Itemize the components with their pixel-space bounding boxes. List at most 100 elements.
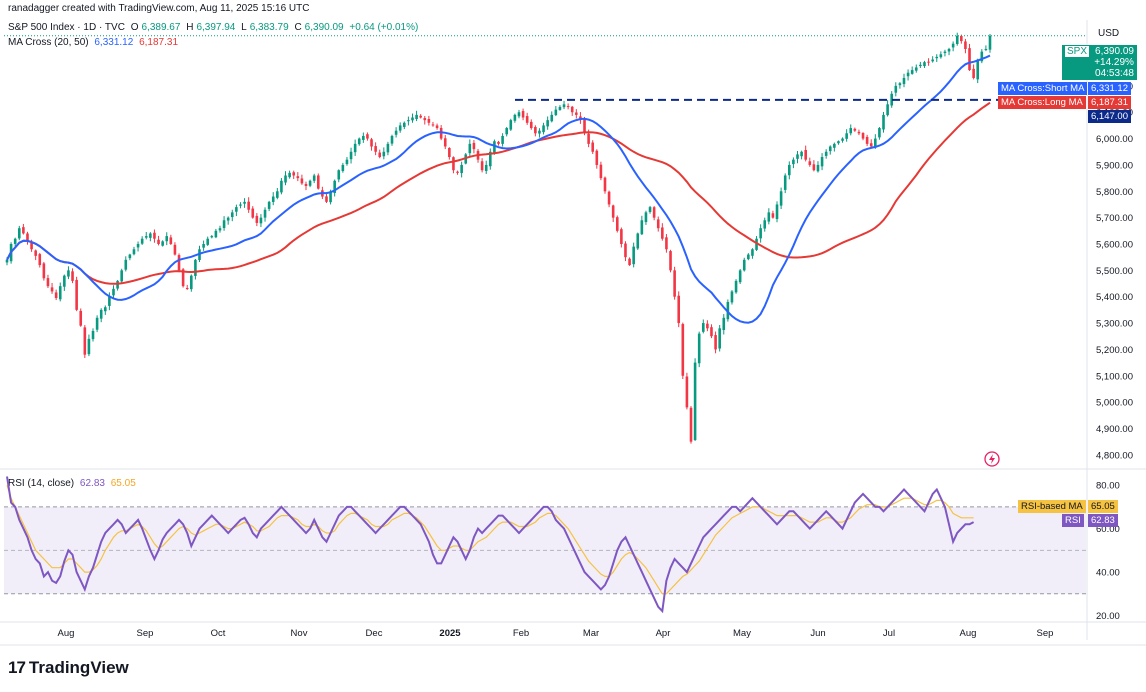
brand-name: TradingView [28, 658, 129, 677]
candle-body [120, 270, 123, 282]
candle-body [771, 213, 775, 218]
candle-body [669, 251, 672, 271]
rsi-legend[interactable]: RSI (14, close) 62.83 65.05 [8, 478, 139, 489]
candle-body [591, 142, 595, 152]
candle-body [329, 191, 332, 203]
candle-body [427, 118, 431, 123]
candle-body [648, 207, 652, 212]
candle-body [448, 147, 451, 158]
price-tick-label: 4,800.00 [1096, 450, 1133, 461]
candle-body [255, 215, 259, 223]
candle-body [202, 244, 205, 248]
candle-body [267, 201, 271, 209]
candle-body [910, 70, 914, 74]
candle-body [546, 120, 549, 127]
spx-change: +14.29% [1094, 57, 1134, 68]
candle-body [570, 106, 574, 113]
candle-body [337, 170, 341, 180]
time-tick-label: Jun [810, 628, 825, 639]
tradingview-logo-icon: 17 [8, 658, 26, 677]
change-value: +0.64 (+0.01%) [349, 22, 419, 33]
candle-body [738, 270, 742, 283]
low-value: 6,383.79 [249, 22, 289, 33]
candle-body [497, 141, 500, 144]
candle-body [284, 175, 287, 183]
currency-label[interactable]: USD [1098, 28, 1120, 39]
candle-body [804, 150, 807, 160]
candle-body [681, 324, 685, 376]
price-tick-label: 5,400.00 [1096, 292, 1133, 303]
spx-symbol: SPX [1065, 46, 1090, 57]
price-tick-label: 5,100.00 [1096, 371, 1133, 382]
rsi-label[interactable]: RSI (14, close) [8, 478, 75, 489]
candle-body [689, 407, 693, 442]
candle-body [845, 133, 848, 139]
candle-body [714, 335, 717, 350]
candle-body [34, 250, 37, 256]
candle-body [955, 35, 959, 45]
ma-legend[interactable]: MA Cross (20, 50) 6,331.12 6,187.31 [8, 37, 181, 48]
candle-body [349, 151, 353, 160]
candle-body [599, 164, 603, 179]
rsi-ma-value: 65.05 [110, 478, 136, 489]
price-tick-label: 5,900.00 [1096, 160, 1133, 171]
high-value: 6,397.94 [196, 22, 236, 33]
candle-body [509, 120, 513, 130]
candle-body [808, 161, 812, 165]
candle-body [902, 77, 906, 85]
price-tick-label: 5,200.00 [1096, 345, 1133, 356]
candle-body [874, 138, 877, 148]
candle-body [812, 164, 816, 171]
candle-body [558, 106, 562, 110]
candle-body [276, 191, 279, 198]
candle-body [251, 208, 255, 218]
candle-body [583, 118, 586, 134]
ma-label[interactable]: MA Cross (20, 50) [8, 37, 89, 48]
candle-body [964, 41, 967, 49]
candle-body [333, 180, 336, 194]
candle-body [280, 180, 283, 193]
spx-price: 6,390.09 [1095, 46, 1134, 57]
candle-body [149, 233, 152, 238]
candle-body [67, 270, 70, 277]
candle-body [394, 130, 398, 135]
candle-body [525, 116, 529, 123]
symbol-name[interactable]: S&P 500 Index · 1D · TVC [8, 22, 125, 33]
candle-body [153, 232, 156, 239]
symbol-legend[interactable]: S&P 500 Index · 1D · TVC O 6,389.67 H 6,39… [8, 22, 421, 33]
candle-body [116, 280, 119, 289]
candle-body [345, 159, 349, 165]
time-tick-label: Dec [366, 628, 383, 639]
rsi-ma-tag-label: RSI-based MA [1018, 500, 1086, 513]
candle-body [435, 125, 439, 129]
candle-body [402, 122, 406, 127]
close-label: C [294, 22, 302, 33]
tradingview-brand[interactable]: 17 TradingView [8, 658, 129, 678]
candle-body [222, 220, 226, 229]
candle-body [800, 151, 803, 157]
rsi-line [6, 476, 975, 614]
candle-body [898, 83, 902, 86]
candle-body [833, 143, 836, 148]
rsi-value: 62.83 [79, 478, 105, 489]
bolt-icon [989, 454, 995, 464]
short-ma-line [6, 54, 991, 324]
candle-body [468, 143, 472, 154]
candle-body [239, 204, 242, 206]
candle-body [312, 175, 316, 181]
candle-body [636, 233, 640, 249]
candle-body [615, 217, 619, 231]
candle-body [595, 150, 599, 165]
candle-body [542, 125, 545, 133]
candle-body [513, 114, 517, 121]
candle-body [935, 56, 939, 59]
spx-price-tag: SPX 6,390.09 +14.29% 04:53:48 [1062, 45, 1137, 80]
candle-body [132, 249, 136, 255]
candle-body [17, 228, 21, 239]
candle-body [607, 191, 611, 205]
time-tick-label: May [733, 628, 751, 639]
candle-body [382, 151, 386, 157]
candle-body [296, 176, 300, 179]
candle-body [701, 323, 705, 332]
